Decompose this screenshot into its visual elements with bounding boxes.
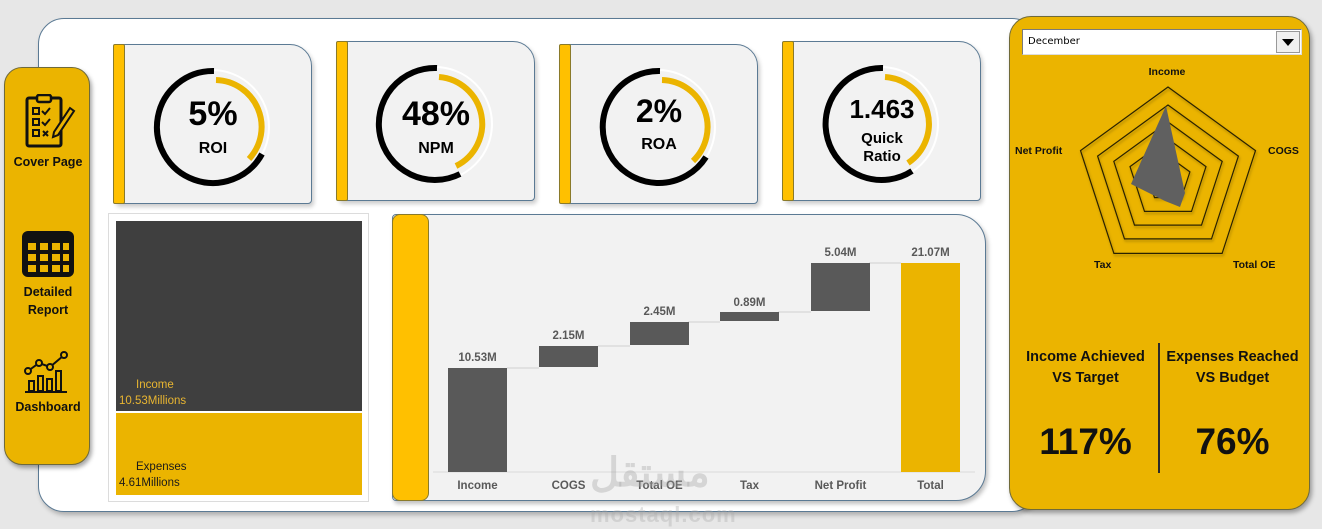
x-axis-label: Total <box>917 480 944 492</box>
metric-value: 76% <box>1195 421 1270 462</box>
metric-title: Income Achieved <box>1026 349 1145 365</box>
gauge-ring <box>153 67 270 186</box>
gauge-ring <box>822 64 939 183</box>
treemap-label: Income <box>136 379 174 391</box>
radar-series[interactable] <box>1131 106 1185 207</box>
bar-line-chart-icon <box>24 351 68 393</box>
kpi-value: 1.463 <box>849 94 915 124</box>
data-label: 5.04M <box>824 247 857 259</box>
metric-value: 117% <box>1039 421 1132 462</box>
kpi-card-npm: 48% NPM <box>336 41 535 201</box>
month-dropdown[interactable]: December <box>1022 29 1302 55</box>
bar-tax[interactable] <box>720 312 779 321</box>
data-label: 2.15M <box>552 330 585 342</box>
metric-title: VS Target <box>1052 370 1119 386</box>
card-accent-bar <box>392 214 429 501</box>
right-panel: December Income COGS Total OE Tax Net Pr… <box>1009 16 1310 510</box>
data-label: 10.53M <box>458 352 497 364</box>
kpi-label: ROI <box>198 140 228 157</box>
chevron-down-icon <box>1282 38 1294 46</box>
data-label: 2.45M <box>643 306 676 318</box>
radar-chart <box>1079 86 1257 255</box>
treemap-income-block[interactable]: Income 10.53Millions <box>116 221 362 411</box>
bar-cogs[interactable] <box>539 346 598 367</box>
card-accent-bar <box>336 41 348 201</box>
waterfall-chart: 10.53M 2.15M 2.45M 0.89M 5.04M 21.07M In… <box>392 214 986 501</box>
card-accent-bar <box>559 44 571 204</box>
waterfall-plot <box>433 262 975 473</box>
kpi-label: Ratio <box>863 148 901 165</box>
nav-label: Dashboard <box>15 400 81 414</box>
expenses-vs-budget: Expenses Reached VS Budget 76% <box>1160 347 1305 462</box>
treemap-label: Expenses <box>136 461 187 473</box>
bar-income[interactable] <box>448 368 507 472</box>
dropdown-arrow-button[interactable] <box>1276 31 1300 53</box>
bar-total-oe[interactable] <box>630 322 689 345</box>
treemap-value: 4.61Millions <box>119 477 180 489</box>
income-vs-target: Income Achieved VS Target 117% <box>1013 347 1158 462</box>
radar-axis-label: Tax <box>1094 259 1112 271</box>
metric-title: VS Budget <box>1195 370 1270 386</box>
metric-title: Expenses Reached <box>1166 349 1299 365</box>
kpi-card-quick-ratio: 1.463 Quick Ratio <box>782 41 981 201</box>
card-accent-bar <box>782 41 794 201</box>
kpi-label: NPM <box>418 140 454 157</box>
kpi-value: 2% <box>635 93 683 129</box>
treemap-expenses-block[interactable]: Expenses 4.61Millions <box>116 413 362 495</box>
card-accent-bar <box>113 44 125 204</box>
nav-cover-page[interactable]: Cover Page <box>5 94 91 171</box>
radar-axis-label: Total OE <box>1233 259 1276 271</box>
x-axis-label: Tax <box>740 480 759 492</box>
income-expenses-treemap: Income 10.53Millions Expenses 4.61Millio… <box>108 213 369 502</box>
data-label: 0.89M <box>733 297 766 309</box>
radar-axis-label: Income <box>1148 66 1186 78</box>
kpi-card-roa: 2% ROA <box>559 44 758 204</box>
gauge-ring <box>599 67 716 186</box>
kpi-label: ROA <box>641 136 677 153</box>
nav-label: Cover Page <box>13 155 83 169</box>
nav-detailed-report[interactable]: Detailed Report <box>5 228 91 319</box>
kpi-card-roi: 5% ROI <box>113 44 312 204</box>
nav-label: Report <box>27 303 69 317</box>
kpi-value: 5% <box>188 95 238 133</box>
treemap-value: 10.53Millions <box>119 395 187 407</box>
kpi-value: 48% <box>401 95 471 133</box>
month-dropdown-value: December <box>1028 36 1080 47</box>
nav-label: Detailed <box>23 285 73 299</box>
clipboard-checklist-icon <box>25 94 76 148</box>
nav-dashboard[interactable]: Dashboard <box>5 351 91 416</box>
bar-total[interactable] <box>901 263 960 472</box>
data-label: 21.07M <box>911 247 950 259</box>
kpi-label: Quick <box>861 130 903 147</box>
x-axis-label: Income <box>457 480 498 492</box>
metric-divider <box>1158 343 1160 473</box>
gauge-ring <box>375 64 493 183</box>
radar-axis-label: COGS <box>1268 145 1299 157</box>
table-grid-icon <box>22 231 74 277</box>
bar-net-profit[interactable] <box>811 263 870 311</box>
x-axis-label: Net Profit <box>814 480 867 492</box>
x-axis-label: Total OE <box>636 480 683 492</box>
radar-axis-label: Net Profit <box>1015 145 1063 157</box>
x-axis-label: COGS <box>551 480 586 492</box>
nav-sidebar: Cover Page Detailed Report Dashboard <box>4 67 90 465</box>
